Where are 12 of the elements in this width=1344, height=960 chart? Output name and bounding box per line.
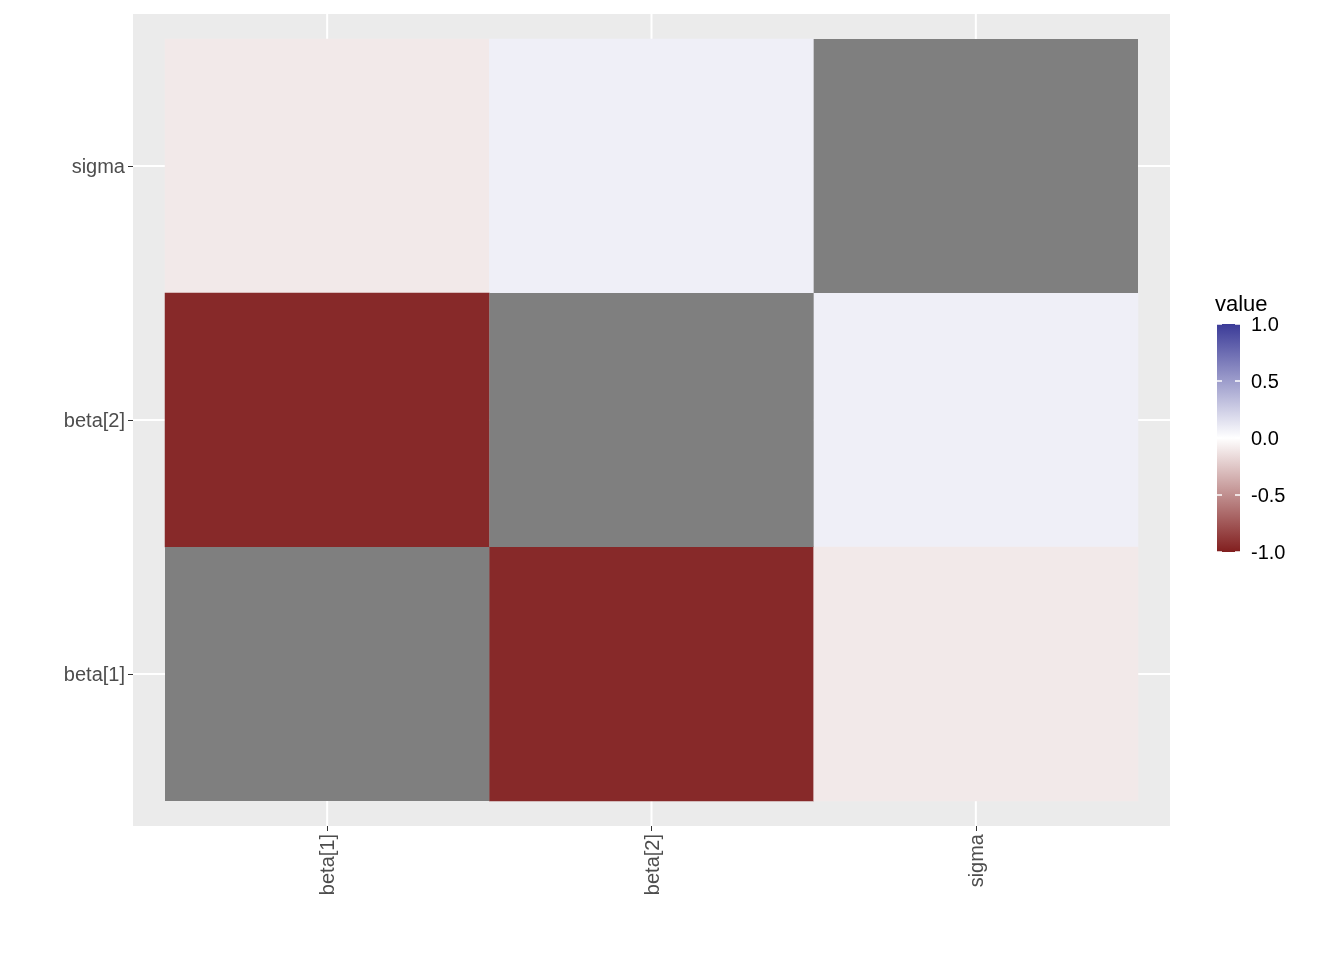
legend-title: value <box>1215 290 1268 316</box>
y-tick-label: beta[1] <box>63 663 125 685</box>
color-bar-label: 0.5 <box>1251 370 1279 392</box>
x-tick-label: sigma <box>964 833 987 888</box>
color-bar-label: 0.0 <box>1251 427 1279 449</box>
y-tick-label: sigma <box>71 155 126 177</box>
x-tick-label: beta[2] <box>640 834 663 896</box>
y-tick-label: beta[2] <box>63 409 125 431</box>
x-tick-label: beta[1] <box>316 834 339 896</box>
color-bar-label: -1.0 <box>1251 541 1286 563</box>
color-bar-label: 1.0 <box>1251 313 1279 335</box>
color-bar-label: -0.5 <box>1251 484 1286 506</box>
